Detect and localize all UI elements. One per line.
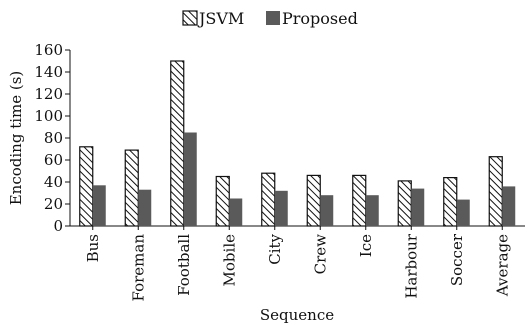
y-tick-label: 20	[44, 195, 63, 213]
bar-jsvm	[397, 180, 412, 227]
x-tick-label: Crew	[311, 234, 329, 275]
bar-jsvm	[124, 149, 139, 227]
y-tick-label: 120	[34, 85, 63, 103]
bar-jsvm	[352, 174, 367, 227]
legend-swatch-jsvm	[182, 10, 198, 26]
x-tick-label: Harbour	[402, 233, 420, 298]
bar-jsvm	[488, 156, 503, 227]
x-tick-label: Foreman	[129, 234, 147, 302]
bar-proposed	[92, 185, 106, 226]
bar-proposed	[502, 186, 516, 226]
x-tick-label: Bus	[84, 234, 102, 262]
bars-group	[79, 60, 516, 227]
y-tick-label: 40	[44, 173, 63, 191]
bar-proposed	[456, 199, 470, 226]
bar-proposed	[320, 195, 334, 226]
bar-proposed	[183, 132, 197, 226]
bar-proposed	[365, 195, 379, 226]
y-axis-title: Encoding time (s)	[7, 71, 25, 206]
bar-jsvm	[170, 60, 185, 227]
legend: JSVM Proposed	[182, 9, 358, 28]
bar-proposed	[229, 198, 243, 226]
x-tick-label: Soccer	[448, 233, 466, 286]
y-axis-ticks: 0 20 40 60 80 100 120 140 160	[34, 41, 70, 235]
x-axis-title: Sequence	[260, 306, 334, 324]
x-tick-label: Average	[493, 234, 511, 297]
legend-swatch-proposed	[266, 11, 280, 25]
y-tick-label: 80	[44, 129, 63, 147]
x-tick-label: Ice	[357, 234, 375, 257]
legend-label-proposed: Proposed	[282, 9, 358, 28]
bar-proposed	[411, 188, 425, 226]
bar-jsvm	[215, 175, 230, 227]
bar-jsvm	[443, 177, 458, 227]
y-tick-label: 60	[44, 151, 63, 169]
legend-label-jsvm: JSVM	[197, 9, 244, 28]
bar-jsvm	[306, 174, 321, 227]
x-axis-ticks: Bus Foreman Football Mobile City Crew Ice Harbo…	[84, 226, 511, 302]
y-tick-label: 160	[34, 41, 63, 59]
bar-jsvm	[79, 146, 94, 227]
x-tick-label: City	[266, 233, 284, 264]
x-tick-label: Football	[175, 234, 193, 296]
bar-proposed	[138, 189, 152, 226]
y-tick-label: 140	[34, 63, 63, 81]
y-tick-label: 0	[53, 217, 63, 235]
bar-jsvm	[261, 172, 276, 227]
x-tick-label: Mobile	[220, 234, 238, 287]
bar-proposed	[274, 190, 288, 226]
y-tick-label: 100	[34, 107, 63, 125]
